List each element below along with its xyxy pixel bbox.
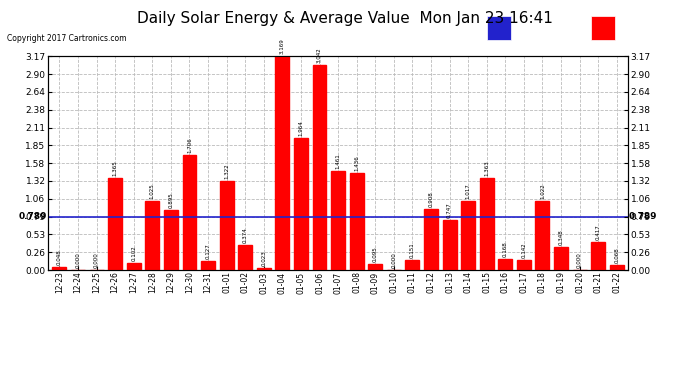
Bar	[146, 201, 159, 270]
Bar	[591, 242, 605, 270]
Bar	[406, 260, 420, 270]
Text: Copyright 2017 Cartronics.com: Copyright 2017 Cartronics.com	[7, 34, 126, 43]
Bar	[535, 201, 549, 270]
Text: 0.417: 0.417	[595, 224, 601, 240]
Bar	[554, 246, 568, 270]
Bar	[498, 259, 512, 270]
Text: 0.374: 0.374	[243, 227, 248, 243]
Text: 0.168: 0.168	[503, 241, 508, 256]
Text: 0.908: 0.908	[428, 191, 433, 207]
Text: 0.000: 0.000	[391, 252, 396, 268]
Text: 0.102: 0.102	[131, 245, 136, 261]
Bar	[313, 65, 326, 270]
Bar	[487, 16, 511, 40]
Text: 0.023: 0.023	[262, 251, 266, 266]
Text: 0.895: 0.895	[168, 192, 173, 208]
Bar	[108, 178, 122, 270]
Bar	[350, 173, 364, 270]
Bar	[238, 245, 252, 270]
Text: 1.322: 1.322	[224, 163, 229, 179]
Bar	[52, 267, 66, 270]
Bar	[164, 210, 178, 270]
Text: 0.747: 0.747	[447, 202, 452, 217]
Bar	[275, 56, 289, 270]
Text: 0.000: 0.000	[94, 252, 99, 268]
Text: Average  ($): Average ($)	[515, 24, 567, 33]
Bar	[368, 264, 382, 270]
Bar	[591, 16, 615, 40]
Bar	[461, 201, 475, 270]
Text: 0.000: 0.000	[75, 252, 81, 268]
Text: 0.095: 0.095	[373, 246, 377, 262]
Bar	[610, 266, 624, 270]
Bar	[331, 171, 345, 270]
Text: 1.017: 1.017	[466, 184, 471, 200]
Text: 0.789: 0.789	[19, 212, 48, 221]
Text: 0.000: 0.000	[577, 252, 582, 268]
Text: 0.127: 0.127	[206, 244, 210, 260]
Text: 3.042: 3.042	[317, 47, 322, 63]
Bar	[219, 181, 234, 270]
Text: 0.789: 0.789	[629, 212, 658, 221]
Text: 1.365: 1.365	[112, 160, 118, 176]
Text: 1.363: 1.363	[484, 160, 489, 176]
Bar	[424, 209, 438, 270]
Text: 0.142: 0.142	[522, 243, 526, 258]
Text: Daily Solar Energy & Average Value  Mon Jan 23 16:41: Daily Solar Energy & Average Value Mon J…	[137, 11, 553, 26]
Text: 0.048: 0.048	[57, 249, 62, 265]
Text: 1.436: 1.436	[354, 155, 359, 171]
Text: 3.169: 3.169	[280, 39, 285, 54]
Bar	[294, 138, 308, 270]
Text: 1.964: 1.964	[299, 120, 304, 135]
Text: 0.151: 0.151	[410, 242, 415, 258]
Bar	[201, 261, 215, 270]
Bar	[517, 260, 531, 270]
Text: 0.068: 0.068	[614, 248, 619, 263]
Text: 1.461: 1.461	[335, 154, 341, 170]
Bar	[257, 268, 270, 270]
Text: 1.706: 1.706	[187, 137, 192, 153]
Text: 1.025: 1.025	[150, 183, 155, 199]
Bar	[127, 263, 141, 270]
Bar	[480, 178, 493, 270]
Bar	[183, 155, 197, 270]
Text: Daily   ($): Daily ($)	[619, 24, 660, 33]
Text: 1.022: 1.022	[540, 183, 545, 199]
Bar	[442, 220, 457, 270]
Text: 0.348: 0.348	[558, 229, 564, 244]
